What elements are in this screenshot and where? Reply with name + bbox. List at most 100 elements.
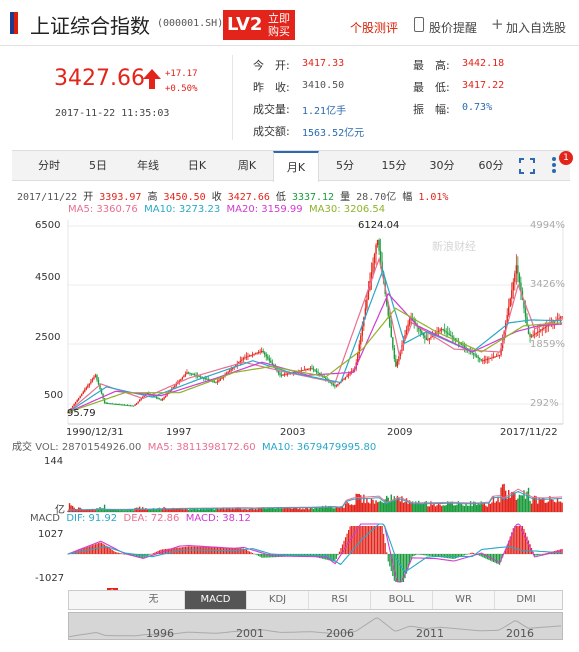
volume-bar [105,509,107,512]
macd-bar [520,526,522,554]
volume-bar [386,495,388,512]
volume-bar [382,502,385,512]
candle-body [239,360,242,363]
macd-bar [534,554,536,556]
volume-bar [475,505,478,512]
macd-bar [483,554,485,558]
stock-eval-link[interactable]: 个股测评 [350,21,399,35]
ind-tab-rsi[interactable]: RSI [309,591,371,609]
candle-body [517,265,519,274]
more-menu-icon[interactable] [551,155,557,175]
volume-bar [145,508,147,512]
candle-body [82,391,84,394]
candle-body [317,372,319,374]
macd-bar [247,550,249,554]
candle-body [407,324,409,330]
candle-body [67,412,69,414]
tab-intraday[interactable]: 分时 [38,159,60,172]
volume-bar [309,507,312,512]
volume-bar [338,507,341,512]
macd-bar [491,554,493,562]
volume-bar [187,509,190,512]
ind-tab-dmi[interactable]: DMI [516,594,536,605]
macd-bar [383,533,385,554]
volume-bar [556,498,559,512]
candle-body [395,358,397,367]
tab-30min[interactable]: 30分 [429,159,455,172]
kline-chart[interactable]: 新浪财经 [0,215,579,585]
volume-bar [352,505,354,512]
tab-15min[interactable]: 15分 [381,159,407,172]
add-watchlist-link[interactable]: 加入自选股 [506,21,567,35]
macd-bar [471,552,473,554]
macd-bar [393,554,395,581]
volume-bar [190,509,193,512]
tab-5day[interactable]: 5日 [89,159,107,172]
change-value: +17.17 [165,69,198,79]
volume-bar [108,510,110,512]
volume-bar [209,508,211,512]
volume-bar [212,508,214,512]
macd-bar [389,554,391,567]
macd-bar [381,526,383,554]
tab-daily-k[interactable]: 日K [187,159,207,172]
tab-weekly-k[interactable]: 周K [237,159,257,172]
tab-monthly-k[interactable]: 月K [273,151,319,182]
volume-bar [532,497,534,512]
lv2-buy-button[interactable]: LV2 立即购买 [223,10,295,40]
macd-bar [387,554,389,562]
volume-bar [271,507,274,512]
tab-yearline[interactable]: 年线 [137,159,159,172]
candle-body [439,329,441,331]
volume-bar [372,499,374,512]
volume-bar [443,505,446,512]
volume-bar [143,509,145,512]
volume-bar [479,504,481,512]
volume-bar [113,509,115,512]
volume-bar [462,505,464,512]
time-navigator[interactable] [68,612,563,640]
current-price: 3427.66 [54,66,145,91]
macd-bar [466,554,469,555]
macd-bar [518,526,520,554]
volume-bar [399,501,402,512]
volume-bar [419,503,421,512]
macd-bar [265,554,267,558]
macd-bar [258,554,260,557]
macd-bar [343,540,345,554]
volume-bar [453,505,455,512]
volume-bar [219,508,222,512]
candle-body [392,337,394,349]
ind-tab-wr[interactable]: WR [433,591,495,609]
volume-bar [509,497,511,512]
candle-body [347,374,350,376]
candle-body [206,378,208,380]
amount-value: 1563.52亿元 [302,128,365,139]
fullscreen-icon[interactable] [519,158,535,174]
volume-bar [463,505,466,512]
ind-tab-macd[interactable]: MACD [185,591,247,609]
macd-bar [152,553,154,554]
ind-tab-none[interactable]: 无 [123,591,185,609]
macd-bar [363,526,365,554]
candle-body [193,374,196,376]
candle-body [543,328,545,330]
volume-bar [256,509,258,512]
price-alert-link[interactable]: 股价提醒 [429,21,478,35]
ind-tab-kdj[interactable]: KDJ [247,591,309,609]
candle-body [96,375,98,380]
candle-body [228,370,231,372]
volume-bar [471,506,473,512]
volume-bar [411,501,414,512]
volume-bar [305,507,307,512]
volume-bar [483,502,486,512]
candle-body [169,390,171,393]
tab-60min[interactable]: 60分 [478,159,504,172]
volume-bar [402,502,405,512]
candle-body [140,398,142,400]
volume-bar [222,507,225,512]
tab-5min[interactable]: 5分 [336,159,354,172]
ind-tab-boll[interactable]: BOLL [371,591,433,609]
candle-body [357,353,359,363]
candle-body [309,368,312,370]
